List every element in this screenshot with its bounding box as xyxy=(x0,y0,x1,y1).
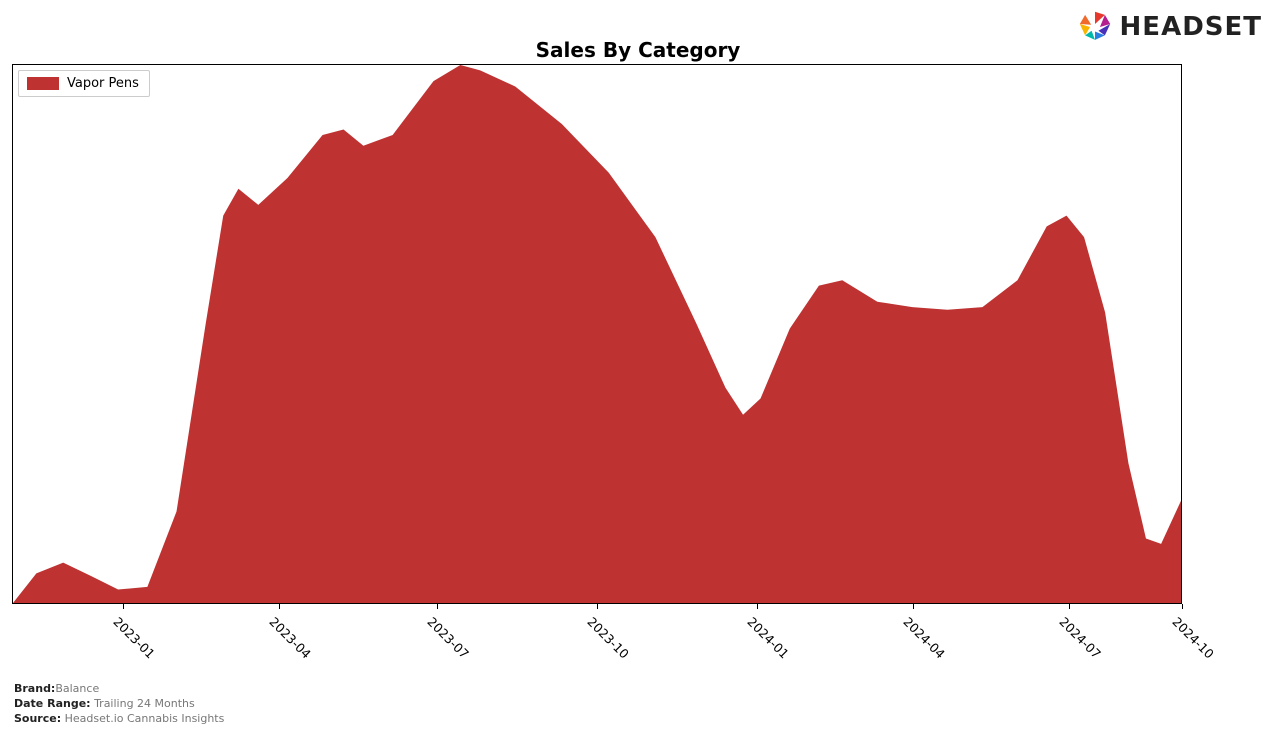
x-tick-label: 2023-10 xyxy=(584,614,632,662)
x-tick-mark xyxy=(1069,604,1070,609)
x-tick-mark xyxy=(1182,604,1183,609)
chart-plot-area: Vapor Pens xyxy=(12,64,1182,604)
x-tick-label: 2024-04 xyxy=(900,614,948,662)
x-tick-mark xyxy=(279,604,280,609)
x-tick-mark xyxy=(913,604,914,609)
meta-source: Source: Headset.io Cannabis Insights xyxy=(14,712,224,727)
meta-range: Date Range: Trailing 24 Months xyxy=(14,697,224,712)
x-tick-label: 2024-07 xyxy=(1056,614,1104,662)
x-tick-mark xyxy=(757,604,758,609)
x-tick-label: 2023-07 xyxy=(424,614,472,662)
meta-brand: Brand:Balance xyxy=(14,682,224,697)
brand-logo: HEADSET xyxy=(1076,8,1262,46)
headset-logo-icon xyxy=(1076,8,1114,46)
logo-text: HEADSET xyxy=(1120,12,1262,42)
x-tick-mark xyxy=(437,604,438,609)
legend-label: Vapor Pens xyxy=(67,76,139,91)
x-tick-label: 2024-01 xyxy=(745,614,793,662)
x-tick-label: 2023-01 xyxy=(111,614,159,662)
x-tick-label: 2024-10 xyxy=(1169,614,1217,662)
chart-metadata: Brand:Balance Date Range: Trailing 24 Mo… xyxy=(14,682,224,727)
x-tick-label: 2023-04 xyxy=(266,614,314,662)
x-tick-mark xyxy=(123,604,124,609)
x-tick-mark xyxy=(597,604,598,609)
chart-legend: Vapor Pens xyxy=(18,70,150,97)
legend-swatch xyxy=(27,77,59,90)
area-series xyxy=(13,65,1181,603)
